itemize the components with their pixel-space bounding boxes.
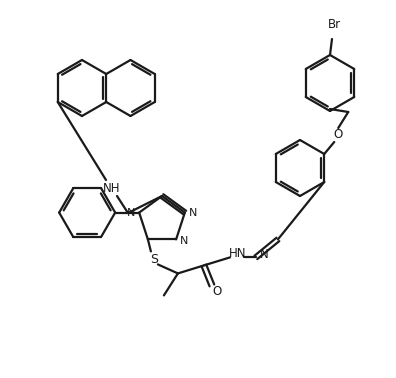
Text: Br: Br: [327, 18, 341, 31]
Text: N: N: [189, 208, 197, 218]
Text: N: N: [180, 236, 188, 246]
Text: S: S: [150, 253, 158, 266]
Text: NH: NH: [103, 181, 121, 195]
Text: O: O: [212, 285, 221, 298]
Text: N: N: [127, 208, 135, 218]
Text: N: N: [260, 248, 268, 261]
Text: HN: HN: [229, 247, 247, 260]
Text: O: O: [333, 127, 343, 141]
